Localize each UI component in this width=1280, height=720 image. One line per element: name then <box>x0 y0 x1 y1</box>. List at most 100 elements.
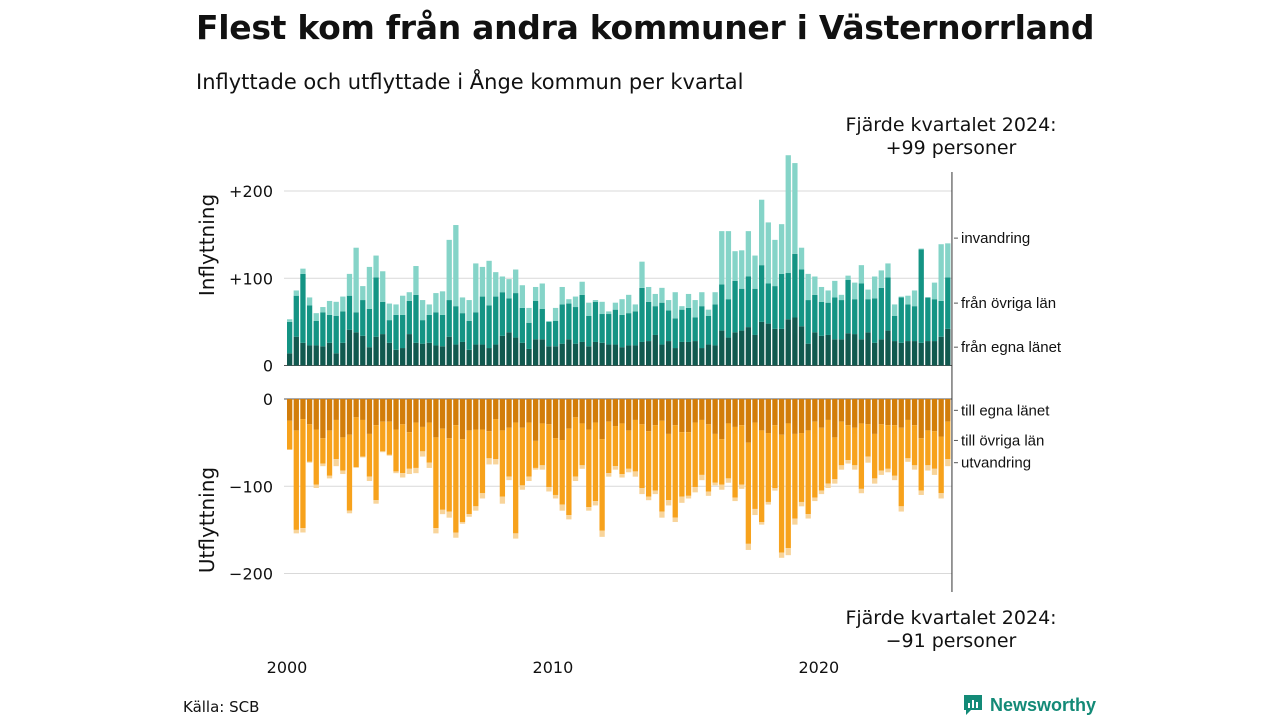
bar-inflow-egna-82 <box>832 339 838 366</box>
bar-inflow-extern-86 <box>858 265 865 284</box>
bar-outflow-egna-47 <box>599 399 605 440</box>
bar-outflow-egna-91 <box>891 399 898 426</box>
bar-outflow-egna-20 <box>419 399 426 427</box>
bar-outflow-extern-38 <box>539 465 545 470</box>
bar-outflow-extern-61 <box>692 487 698 493</box>
bar-inflow-extern-76 <box>792 163 798 254</box>
bar-inflow-ovriga-7 <box>333 315 339 354</box>
bar-outflow-extern-14 <box>380 451 386 453</box>
bar-outflow-extern-90 <box>885 468 891 473</box>
bar-outflow-extern-75 <box>785 548 791 556</box>
bar-inflow-extern-64 <box>712 292 718 305</box>
bar-outflow-extern-71 <box>759 522 765 525</box>
bar-outflow-extern-91 <box>891 475 898 481</box>
bar-inflow-extern-63 <box>705 309 712 316</box>
bar-outflow-extern-82 <box>832 479 838 484</box>
bar-inflow-extern-60 <box>685 293 692 308</box>
bar-inflow-ovriga-80 <box>818 301 825 336</box>
bar-outflow-egna-48 <box>606 399 612 422</box>
bar-inflow-ovriga-24 <box>446 300 452 337</box>
bar-inflow-ovriga-39 <box>546 321 552 347</box>
bar-inflow-egna-66 <box>725 337 732 366</box>
bar-outflow-ovriga-69 <box>745 442 752 544</box>
bar-inflow-egna-69 <box>745 327 752 366</box>
bar-outflow-extern-68 <box>739 484 745 489</box>
legend-label-outflow-1: till övriga län <box>961 432 1044 449</box>
bar-inflow-extern-70 <box>752 255 758 289</box>
bar-outflow-egna-64 <box>712 399 718 434</box>
bar-outflow-extern-62 <box>699 474 705 481</box>
bar-outflow-egna-9 <box>346 399 353 435</box>
bar-inflow-egna-85 <box>852 334 858 366</box>
bar-outflow-extern-24 <box>446 511 452 518</box>
annotation-latest-inflow-line1: Fjärde kvartalet 2024: <box>845 114 1057 136</box>
bar-inflow-egna-35 <box>519 342 525 366</box>
bar-inflow-ovriga-42 <box>566 303 572 340</box>
bar-outflow-ovriga-70 <box>752 422 758 509</box>
chart-subtitle: Inflyttade och utflyttade i Ånge kommun … <box>196 70 744 94</box>
bar-inflow-extern-43 <box>572 296 579 308</box>
bar-outflow-extern-45 <box>586 507 592 511</box>
bar-outflow-extern-33 <box>506 476 512 481</box>
bar-outflow-ovriga-36 <box>526 422 532 477</box>
bar-inflow-extern-57 <box>665 300 672 311</box>
bar-outflow-egna-4 <box>313 399 319 430</box>
bar-outflow-ovriga-9 <box>346 434 353 511</box>
bar-outflow-egna-53 <box>639 399 645 425</box>
bar-inflow-ovriga-64 <box>712 304 718 346</box>
bar-inflow-extern-49 <box>612 302 619 310</box>
bar-outflow-ovriga-55 <box>652 425 658 491</box>
bar-inflow-ovriga-68 <box>739 288 745 331</box>
bar-inflow-egna-88 <box>872 342 878 366</box>
bar-outflow-egna-62 <box>699 399 705 420</box>
bar-inflow-extern-23 <box>439 291 446 315</box>
bar-inflow-ovriga-81 <box>825 302 831 335</box>
bar-outflow-ovriga-99 <box>945 421 951 460</box>
bar-inflow-egna-90 <box>885 330 891 366</box>
bar-outflow-egna-33 <box>506 399 512 428</box>
bar-outflow-egna-19 <box>413 399 419 423</box>
bar-inflow-extern-8 <box>340 296 346 312</box>
bar-outflow-extern-30 <box>486 458 492 465</box>
bar-outflow-extern-63 <box>705 491 712 496</box>
bar-inflow-ovriga-33 <box>506 298 512 333</box>
bar-inflow-extern-41 <box>559 286 565 305</box>
bar-inflow-egna-37 <box>532 339 539 366</box>
bar-inflow-extern-34 <box>513 269 519 294</box>
bar-outflow-extern-57 <box>665 500 672 506</box>
bar-inflow-extern-39 <box>546 321 552 322</box>
bar-outflow-egna-29 <box>479 399 486 430</box>
bar-inflow-extern-97 <box>931 282 938 300</box>
bar-inflow-ovriga-90 <box>885 277 891 331</box>
bar-outflow-ovriga-15 <box>386 421 393 455</box>
bar-inflow-ovriga-32 <box>499 292 506 336</box>
bar-inflow-egna-44 <box>579 341 585 366</box>
bar-outflow-ovriga-3 <box>306 424 313 462</box>
bar-outflow-egna-52 <box>632 399 638 420</box>
bar-inflow-ovriga-85 <box>852 299 858 335</box>
bar-outflow-extern-69 <box>745 543 752 550</box>
bar-inflow-egna-65 <box>719 330 725 366</box>
bar-inflow-ovriga-67 <box>732 280 738 333</box>
bar-inflow-extern-77 <box>798 247 805 270</box>
bar-outflow-extern-98 <box>938 493 944 499</box>
bar-inflow-extern-35 <box>519 285 525 308</box>
bar-inflow-egna-50 <box>619 347 625 366</box>
bar-outflow-ovriga-67 <box>732 426 738 498</box>
bar-inflow-extern-90 <box>885 263 891 278</box>
bar-outflow-ovriga-30 <box>486 431 492 459</box>
bar-outflow-egna-69 <box>745 399 752 443</box>
bar-inflow-egna-93 <box>905 341 911 366</box>
bar-outflow-egna-42 <box>566 399 572 429</box>
newsworthy-logo: Newsworthy <box>962 693 1096 717</box>
bar-outflow-egna-73 <box>772 399 778 426</box>
bar-outflow-extern-79 <box>812 497 818 502</box>
bar-inflow-extern-21 <box>426 304 432 315</box>
bar-outflow-ovriga-26 <box>459 439 466 523</box>
bar-inflow-ovriga-31 <box>493 296 499 345</box>
bar-outflow-extern-19 <box>413 467 419 474</box>
bar-outflow-egna-63 <box>705 399 712 425</box>
bar-inflow-egna-81 <box>825 334 831 366</box>
bar-inflow-extern-66 <box>725 231 732 300</box>
bar-inflow-extern-19 <box>413 266 419 295</box>
